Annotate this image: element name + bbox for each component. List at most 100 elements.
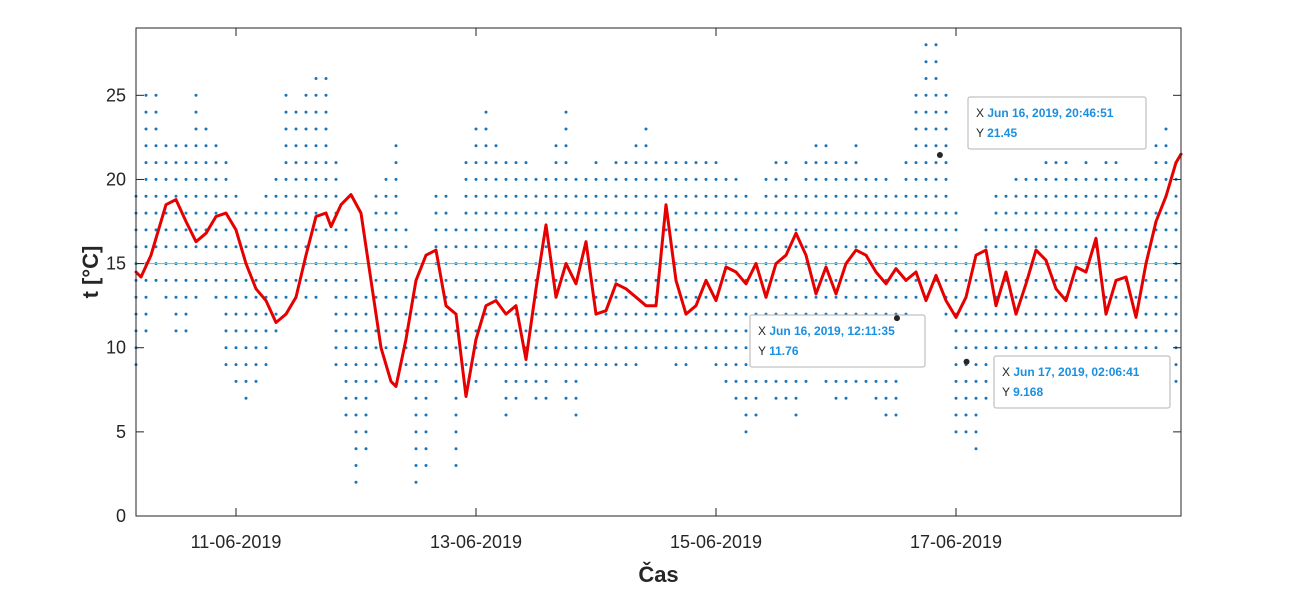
scatter-point xyxy=(764,211,768,215)
scatter-point xyxy=(504,413,508,417)
scatter-point xyxy=(1114,228,1118,232)
scatter-point xyxy=(554,245,558,249)
scatter-point xyxy=(324,245,328,249)
scatter-point xyxy=(824,194,828,198)
scatter-point xyxy=(944,245,948,249)
scatter-point xyxy=(494,363,498,367)
scatter-point xyxy=(884,245,888,249)
scatter-point xyxy=(744,295,748,299)
scatter-point xyxy=(804,245,808,249)
scatter-point xyxy=(644,161,648,165)
scatter-point xyxy=(424,430,428,434)
scatter-point xyxy=(1064,194,1068,198)
scatter-point xyxy=(674,177,678,181)
scatter-point xyxy=(934,43,938,47)
scatter-point xyxy=(444,363,448,367)
scatter-point xyxy=(944,127,948,131)
scatter-point xyxy=(894,295,898,299)
scatter-point xyxy=(314,194,318,198)
datatip[interactable]: X Jun 16, 2019, 12:11:35 Y 11.76 xyxy=(749,314,926,368)
scatter-point xyxy=(954,245,958,249)
scatter-point xyxy=(444,312,448,316)
scatter-point xyxy=(364,447,368,451)
scatter-point xyxy=(744,194,748,198)
scatter-point xyxy=(544,363,548,367)
scatter-point xyxy=(484,211,488,215)
scatter-point xyxy=(954,396,958,400)
datatip-marker[interactable] xyxy=(893,315,900,322)
scatter-point xyxy=(904,194,908,198)
scatter-point xyxy=(1164,329,1168,333)
scatter-point xyxy=(1014,228,1018,232)
scatter-point xyxy=(624,312,628,316)
scatter-point xyxy=(924,161,928,165)
scatter-point xyxy=(454,228,458,232)
scatter-point xyxy=(464,295,468,299)
datatip-marker[interactable] xyxy=(936,152,943,159)
scatter-point xyxy=(524,278,528,282)
scatter-point xyxy=(954,430,958,434)
scatter-point xyxy=(534,329,538,333)
scatter-point xyxy=(834,278,838,282)
scatter-point xyxy=(434,245,438,249)
datatip-y-label: Y 21.45 xyxy=(976,126,1017,140)
scatter-point xyxy=(714,161,718,165)
datatip-x-value: Jun 17, 2019, 02:06:41 xyxy=(1013,365,1139,379)
scatter-point xyxy=(314,177,318,181)
scatter-point xyxy=(1034,295,1038,299)
scatter-point xyxy=(604,346,608,350)
scatter-point xyxy=(704,312,708,316)
scatter-point xyxy=(674,228,678,232)
datatip[interactable]: X Jun 16, 2019, 20:46:51 Y 21.45 xyxy=(936,96,1147,159)
scatter-point xyxy=(554,228,558,232)
scatter-point xyxy=(724,379,728,383)
scatter-point xyxy=(764,194,768,198)
scatter-point xyxy=(524,194,528,198)
scatter-point xyxy=(184,211,188,215)
scatter-point xyxy=(964,329,968,333)
scatter-point xyxy=(914,211,918,215)
scatter-point xyxy=(584,177,588,181)
scatter-point xyxy=(454,447,458,451)
scatter-point xyxy=(1134,228,1138,232)
scatter-point xyxy=(174,194,178,198)
scatter-point xyxy=(644,329,648,333)
scatter-point xyxy=(1074,278,1078,282)
scatter-point xyxy=(694,228,698,232)
datatip-y-value: 21.45 xyxy=(987,126,1017,140)
scatter-point xyxy=(764,177,768,181)
scatter-point xyxy=(254,379,258,383)
scatter-point xyxy=(784,161,788,165)
scatter-point xyxy=(214,245,218,249)
scatter-point xyxy=(684,295,688,299)
scatter-point xyxy=(284,161,288,165)
scatter-point xyxy=(344,245,348,249)
scatter-point xyxy=(744,329,748,333)
scatter-point xyxy=(304,177,308,181)
scatter-point xyxy=(1114,312,1118,316)
scatter-point xyxy=(474,312,478,316)
scatter-point xyxy=(224,346,228,350)
scatter-point xyxy=(514,245,518,249)
scatter-point xyxy=(604,228,608,232)
datatip-marker[interactable] xyxy=(963,358,970,365)
datatip[interactable]: X Jun 17, 2019, 02:06:41 Y 9.168 xyxy=(963,355,1171,409)
scatter-point xyxy=(654,228,658,232)
scatter-point xyxy=(184,194,188,198)
scatter-point xyxy=(1064,177,1068,181)
scatter-point xyxy=(624,177,628,181)
scatter-point xyxy=(284,278,288,282)
y-tick-label: 10 xyxy=(106,338,126,358)
scatter-point xyxy=(674,161,678,165)
scatter-point xyxy=(484,228,488,232)
scatter-point xyxy=(1124,228,1128,232)
scatter-point xyxy=(294,161,298,165)
scatter-point xyxy=(454,464,458,467)
scatter-point xyxy=(1104,177,1108,181)
scatter-point xyxy=(224,329,228,333)
scatter-point xyxy=(934,228,938,232)
scatter-point xyxy=(554,144,558,148)
scatter-point xyxy=(864,211,868,215)
scatter-point xyxy=(314,228,318,232)
scatter-point xyxy=(584,329,588,333)
